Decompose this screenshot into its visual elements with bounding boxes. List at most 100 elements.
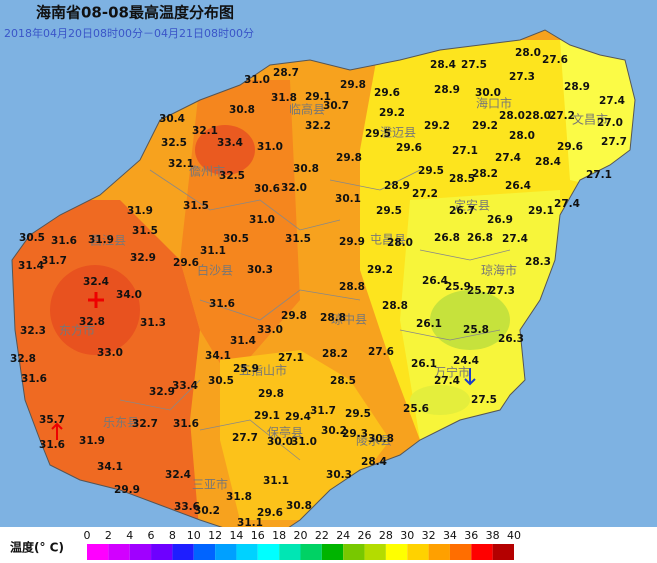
station-value: 31.1	[263, 475, 289, 487]
legend-swatch	[300, 544, 322, 560]
legend-swatch	[385, 544, 408, 560]
place-name: 屯昌县	[370, 233, 406, 247]
place-name: 儋州市	[189, 164, 225, 179]
legend-swatch	[236, 544, 258, 560]
county-borders	[119, 169, 511, 461]
station-value: 29.2	[472, 120, 498, 132]
station-value: 31.5	[132, 225, 158, 237]
station-value: 30.0	[267, 436, 293, 448]
station-value: 30.5	[223, 233, 249, 245]
station-value: 26.4	[422, 275, 448, 287]
station-value: 31.0	[249, 214, 275, 226]
station-value: 29.8	[336, 152, 362, 164]
station-value: 27.4	[434, 375, 460, 387]
station-value: 31.6	[21, 373, 47, 385]
station-value: 32.7	[132, 418, 158, 430]
legend-tick: 30	[400, 529, 414, 542]
station-value: 31.8	[226, 491, 252, 503]
legend-swatch	[407, 544, 429, 560]
station-value: 31.6	[51, 235, 77, 247]
station-value: 27.0	[597, 117, 623, 129]
station-value: 29.9	[339, 236, 365, 248]
station-value: 29.4	[285, 411, 311, 423]
station-value: 26.8	[434, 232, 460, 244]
station-value: 27.7	[601, 136, 627, 148]
station-value: 31.9	[127, 205, 153, 217]
station-value: 33.0	[257, 324, 283, 336]
station-value: 32.1	[168, 158, 194, 170]
station-value: 30.2	[194, 505, 220, 517]
legend-tick: 26	[358, 529, 372, 542]
station-value: 28.5	[330, 375, 356, 387]
station-value: 31.6	[173, 418, 199, 430]
max-arrow	[51, 422, 63, 440]
station-value: 25.7	[467, 285, 493, 297]
station-value: 24.4	[453, 355, 479, 367]
station-value: 30.8	[229, 104, 255, 116]
station-value: 29.6	[257, 507, 283, 519]
legend-tick: 28	[379, 529, 393, 542]
station-value: 31.7	[310, 405, 336, 417]
legend-tick: 18	[272, 529, 286, 542]
legend-tick: 4	[126, 529, 133, 542]
station-value: 30.8	[293, 163, 319, 175]
station-value: 32.9	[149, 386, 175, 398]
station-value: 27.2	[549, 110, 575, 122]
station-value: 27.4	[495, 152, 521, 164]
station-value: 32.8	[79, 316, 105, 328]
station-value: 32.3	[20, 325, 46, 337]
station-value: 34.1	[205, 350, 231, 362]
station-value: 31.8	[271, 92, 297, 104]
legend-swatch	[215, 544, 237, 560]
station-value: 28.0	[509, 130, 535, 142]
place-name: 琼中县	[331, 312, 367, 327]
legend-tick: 14	[229, 529, 243, 542]
place-name: 昌江县	[90, 234, 126, 248]
station-value: 29.3	[342, 428, 368, 440]
station-value: 27.1	[586, 169, 612, 181]
legend-swatch	[364, 544, 386, 560]
station-value: 32.5	[161, 137, 187, 149]
legend-swatch	[492, 544, 514, 560]
legend-tick: 10	[187, 529, 201, 542]
station-value: 32.8	[10, 353, 36, 365]
min-arrow	[464, 368, 476, 386]
station-value: 28.4	[361, 456, 387, 468]
station-value: 26.3	[498, 333, 524, 345]
legend-tick: 16	[251, 529, 265, 542]
station-value: 29.8	[258, 388, 284, 400]
station-value: 28.2	[472, 168, 498, 180]
station-value: 31.1	[200, 245, 226, 257]
station-value: 28.8	[320, 312, 346, 324]
station-value: 28.7	[273, 67, 299, 79]
legend-swatch	[172, 544, 194, 560]
station-value: 28.3	[525, 256, 551, 268]
station-value: 29.8	[340, 79, 366, 91]
legend-tick: 22	[315, 529, 329, 542]
station-value: 28.0	[515, 47, 541, 59]
station-value: 27.4	[554, 198, 580, 210]
place-name: 琼海市	[481, 263, 517, 278]
station-value: 31.0	[257, 141, 283, 153]
station-value: 27.6	[542, 54, 568, 66]
place-name: 海口市	[476, 96, 512, 111]
legend-tick: 12	[208, 529, 222, 542]
station-value: 33.4	[172, 380, 198, 392]
station-value: 27.4	[502, 233, 528, 245]
station-value: 29.9	[114, 484, 140, 496]
station-value: 29.5	[376, 205, 402, 217]
legend-swatch	[428, 544, 450, 560]
station-value: 28.8	[382, 300, 408, 312]
legend-swatch	[321, 544, 344, 560]
station-value: 30.8	[368, 433, 394, 445]
legend-tick: 20	[294, 529, 308, 542]
station-value: 26.1	[416, 318, 442, 330]
station-value: 30.6	[254, 183, 280, 195]
station-value: 30.5	[19, 232, 45, 244]
place-name: 乐东县	[103, 416, 139, 430]
station-value: 31.6	[39, 439, 65, 451]
station-value: 28.8	[339, 281, 365, 293]
station-value: 32.0	[281, 182, 307, 194]
station-value: 31.9	[79, 435, 105, 447]
